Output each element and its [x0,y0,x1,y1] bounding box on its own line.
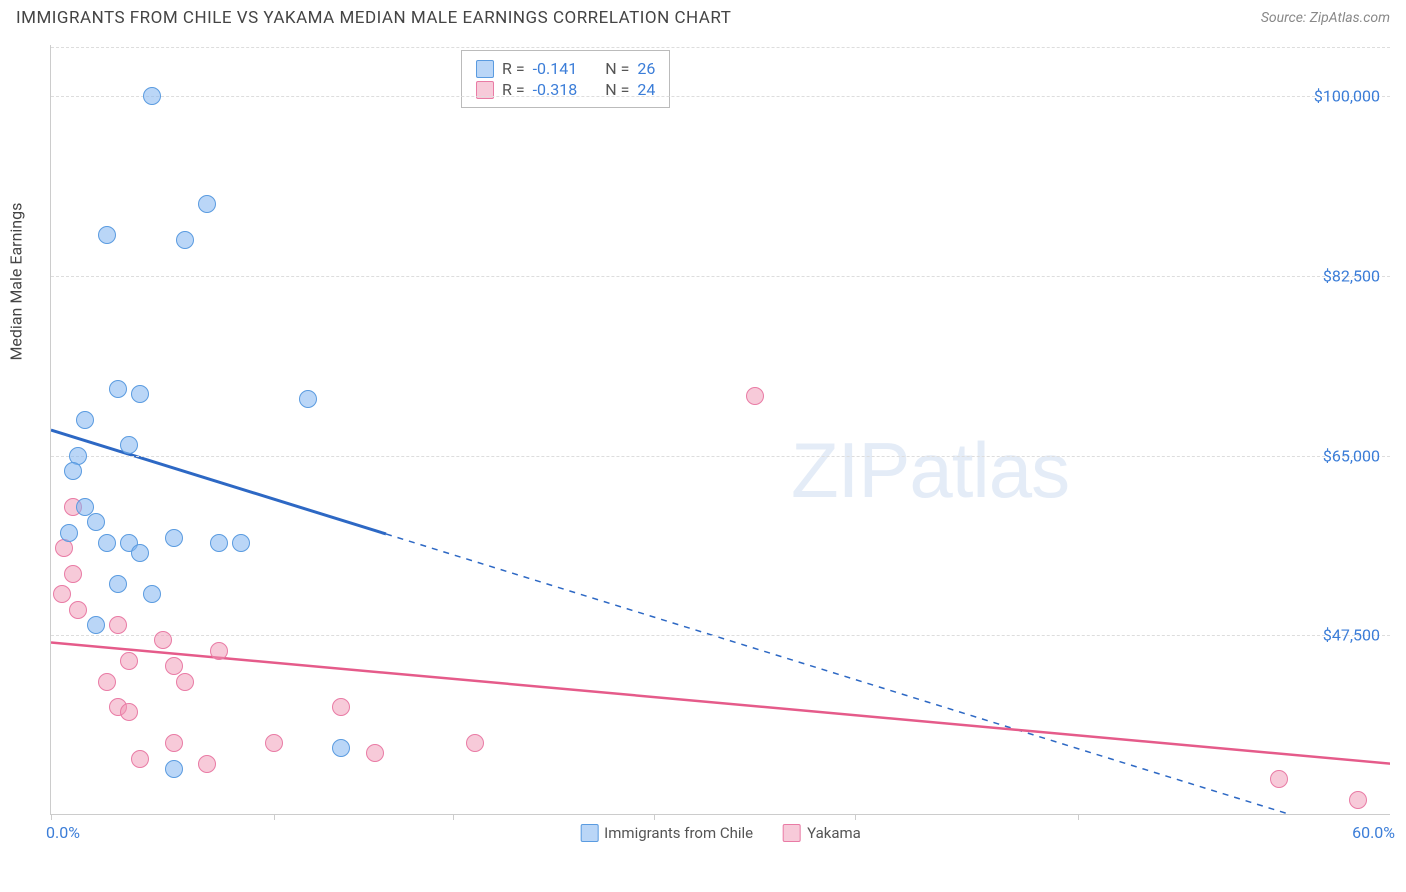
scatter-point [53,585,71,603]
scatter-point [332,698,350,716]
scatter-point [165,760,183,778]
chart-container: Median Male Earnings ZIPatlas R = -0.141… [50,45,1390,850]
scatter-point [143,585,161,603]
plot-area: Median Male Earnings ZIPatlas R = -0.141… [50,45,1390,815]
x-axis-min-label: 0.0% [46,823,80,842]
scatter-point [98,673,116,691]
scatter-point [120,436,138,454]
y-tick-label: $82,500 [1323,267,1380,286]
swatch-pink-icon [783,824,801,842]
scatter-point [265,734,283,752]
scatter-point [165,529,183,547]
y-axis-title: Median Male Earnings [7,202,26,360]
gridline [51,635,1390,636]
chart-title: IMMIGRANTS FROM CHILE VS YAKAMA MEDIAN M… [16,8,731,28]
scatter-point [198,195,216,213]
gridline [51,276,1390,277]
x-tick [274,814,275,820]
scatter-point [64,462,82,480]
gridline [51,47,1390,48]
scatter-point [120,652,138,670]
scatter-point [131,385,149,403]
x-tick [654,814,655,820]
scatter-point [165,734,183,752]
swatch-blue-icon [580,824,598,842]
legend-label-chile: Immigrants from Chile [604,824,753,842]
scatter-point [98,534,116,552]
legend-item-yakama: Yakama [783,824,861,842]
x-tick [51,814,52,820]
scatter-point [131,544,149,562]
legend-row-chile: R = -0.141 N = 26 [476,59,655,78]
scatter-point [60,524,78,542]
n-label: N = [605,59,629,78]
scatter-point [87,513,105,531]
scatter-point [120,703,138,721]
gridline [51,456,1390,457]
watermark: ZIPatlas [791,425,1069,516]
x-tick [1078,814,1079,820]
y-tick-label: $100,000 [1314,87,1380,106]
correlation-legend-box: R = -0.141 N = 26 R = -0.318 N = 24 [461,50,670,108]
scatter-point [55,539,73,557]
scatter-point [131,750,149,768]
gridline [51,96,1390,97]
scatter-point [154,631,172,649]
source-attribution: Source: ZipAtlas.com [1261,10,1390,26]
chart-header: IMMIGRANTS FROM CHILE VS YAKAMA MEDIAN M… [0,0,1406,32]
scatter-point [109,616,127,634]
scatter-point [210,642,228,660]
scatter-point [1270,770,1288,788]
n-value-chile: 26 [637,59,655,78]
scatter-point [198,755,216,773]
scatter-point [232,534,250,552]
scatter-point [109,380,127,398]
scatter-point [76,411,94,429]
scatter-point [1349,791,1367,809]
x-tick [453,814,454,820]
x-tick [855,814,856,820]
swatch-blue-icon [476,60,494,78]
scatter-point [98,226,116,244]
scatter-point [210,534,228,552]
scatter-point [176,231,194,249]
y-tick-label: $65,000 [1323,446,1380,465]
scatter-point [466,734,484,752]
legend-label-yakama: Yakama [807,824,861,842]
r-label: R = [502,59,525,78]
scatter-point [366,744,384,762]
scatter-point [64,565,82,583]
x-axis-max-label: 60.0% [1352,823,1395,842]
scatter-point [109,575,127,593]
series-legend: Immigrants from Chile Yakama [580,824,861,842]
scatter-point [87,616,105,634]
scatter-point [69,601,87,619]
scatter-point [143,87,161,105]
regression-lines-layer [51,45,1390,814]
r-value-chile: -0.141 [533,59,578,78]
scatter-point [299,390,317,408]
scatter-point [176,673,194,691]
scatter-point [332,739,350,757]
legend-item-chile: Immigrants from Chile [580,824,753,842]
scatter-point [746,387,764,405]
y-tick-label: $47,500 [1323,626,1380,645]
